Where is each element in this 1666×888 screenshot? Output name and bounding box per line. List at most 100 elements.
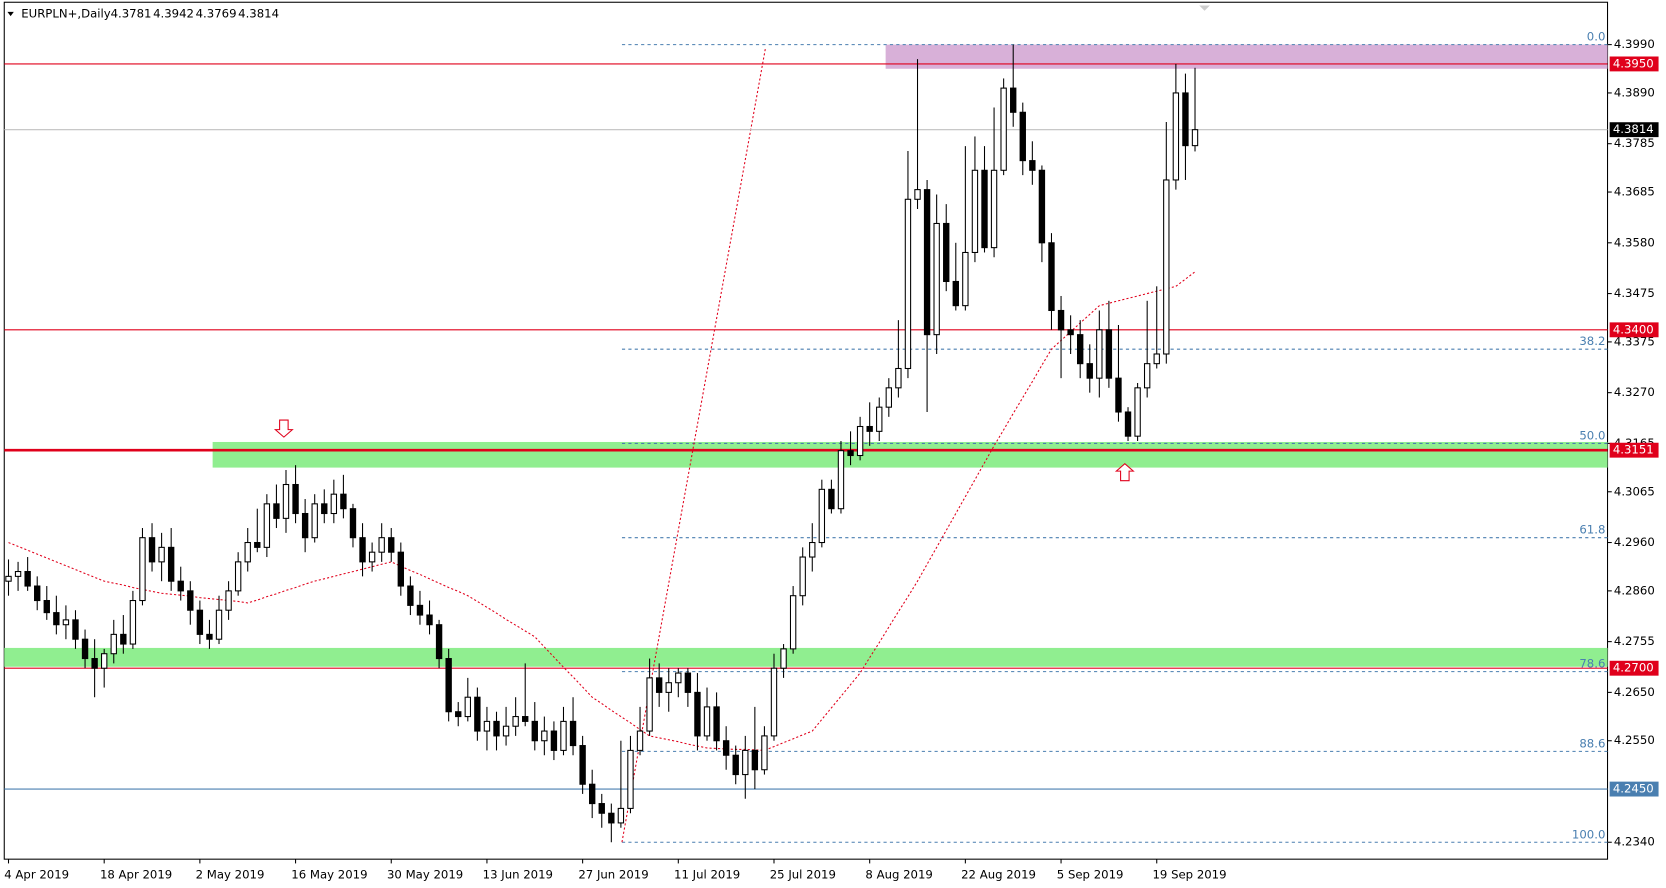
candle-body [292, 483, 299, 515]
y-tick-label: 4.2860 [1614, 583, 1655, 597]
candle-body [550, 730, 558, 751]
fib-label: 0.0 [1587, 30, 1606, 44]
candle-body [34, 585, 41, 602]
y-tick-label: 4.3475 [1614, 286, 1655, 300]
candle-body [1143, 363, 1151, 389]
y-tick-label: 4.2340 [1614, 835, 1655, 849]
candle-body [110, 633, 117, 655]
candle-body [1191, 129, 1199, 147]
down-arrow [273, 419, 294, 438]
candle-body [311, 503, 318, 539]
candle-body [646, 677, 653, 732]
x-tick-label: 13 Jun 2019 [483, 868, 553, 882]
trend-line [621, 47, 767, 843]
candle-body [234, 561, 242, 592]
candle-body [225, 590, 232, 611]
candle-body [1067, 329, 1074, 336]
candle-body [818, 488, 826, 544]
candle-body [1086, 363, 1093, 379]
candle-body [598, 803, 605, 814]
candle-body [617, 807, 625, 824]
y-tick-label: 4.3785 [1614, 136, 1655, 150]
candle-body [569, 720, 577, 747]
price-tag [1609, 442, 1659, 458]
candle-body [282, 483, 290, 519]
candle-body [560, 720, 567, 751]
ohlc-open: 4.3781 [111, 6, 152, 20]
candle-body [885, 387, 893, 408]
y-tick-label: 4.2755 [1614, 634, 1655, 648]
candle-body [627, 749, 634, 809]
candle-body [981, 169, 988, 249]
candle-body [828, 488, 835, 510]
moving-average [8, 271, 1196, 751]
y-tick-label: 4.3375 [1614, 334, 1655, 348]
candle-body [761, 735, 768, 771]
candle-body [914, 189, 921, 200]
candle-body [1134, 387, 1141, 437]
x-tick-label: 2 May 2019 [196, 868, 265, 882]
price-tag [1609, 56, 1659, 72]
candle-body [244, 541, 251, 563]
candle-body [933, 222, 940, 336]
candle-body [483, 720, 491, 732]
price-tag [1609, 660, 1659, 676]
y-tick-label: 4.3270 [1614, 385, 1655, 399]
candle-body [751, 749, 759, 771]
candle-body [943, 222, 950, 283]
candle-body [789, 595, 797, 650]
up-arrow [1114, 462, 1135, 482]
candle-body [81, 638, 89, 660]
candle-body [1029, 160, 1036, 171]
candle-body [694, 691, 701, 737]
candle-body [655, 677, 663, 693]
candle-body [24, 571, 31, 587]
candle-body [608, 812, 615, 824]
candle-body [254, 541, 261, 548]
candle-body [474, 696, 481, 732]
candle-body [1124, 411, 1132, 437]
x-tick-label: 25 Jul 2019 [770, 868, 836, 882]
candle-body [856, 425, 864, 457]
candle-body [780, 648, 787, 669]
candle-body [349, 508, 357, 539]
candle-body [445, 658, 452, 713]
candle-body [493, 720, 500, 737]
candle-body [1000, 87, 1007, 171]
candle-body [388, 537, 395, 553]
candle-body [91, 658, 98, 669]
candle-body [1010, 87, 1017, 113]
candle-body [1076, 334, 1084, 365]
candle-body [62, 619, 70, 626]
candle-body [464, 696, 471, 718]
candle-body [531, 720, 538, 742]
candle-body [72, 619, 79, 640]
candle-body [1182, 92, 1189, 147]
candle-body [1172, 92, 1180, 181]
candle-body [675, 672, 682, 684]
fibonacci: 0.0 38.2 50.0 61.8 78.6 88.6 100.0 [621, 30, 1608, 843]
candle-body [139, 537, 146, 602]
y-tick-label: 4.3580 [1614, 235, 1655, 249]
candle-body [971, 169, 979, 254]
x-tick-label: 30 May 2019 [387, 868, 463, 882]
x-tick-label: 22 Aug 2019 [961, 868, 1036, 882]
candle-body [435, 624, 443, 660]
fib-label: 38.2 [1579, 334, 1605, 348]
candle-body [167, 546, 175, 582]
candle-body [263, 503, 271, 548]
y-tick-label: 4.3890 [1614, 85, 1655, 99]
candle-body [321, 503, 328, 515]
fib-label: 50.0 [1579, 428, 1605, 442]
candle-body [770, 667, 778, 737]
price-tag-label: 4.3400 [1613, 322, 1654, 336]
candle-body [589, 783, 596, 805]
candle-body [732, 754, 739, 776]
x-tick-label: 5 Sep 2019 [1057, 868, 1124, 882]
candle-body [722, 740, 730, 756]
candle-body [502, 725, 510, 737]
candle-body [129, 600, 137, 645]
candle-body [1115, 377, 1122, 413]
menu-triangle [7, 11, 14, 17]
